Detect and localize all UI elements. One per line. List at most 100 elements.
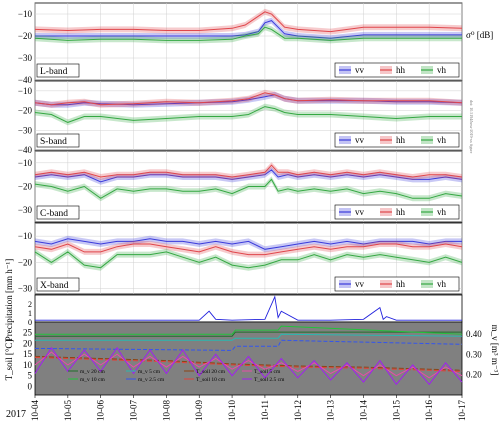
tsoil-line xyxy=(34,346,463,386)
panel-frame xyxy=(34,294,463,323)
series-line-vv xyxy=(34,169,463,183)
y-tick-label: −30 xyxy=(18,125,33,135)
y-tick-label-right: 0.20 xyxy=(466,370,482,380)
panel-label-frame xyxy=(36,63,80,78)
legend-label-vh: vh xyxy=(437,65,447,75)
mv-line xyxy=(34,339,463,351)
precipitation-axis-label: Precipitation [mm h⁻¹] xyxy=(4,259,14,341)
series-line-hh xyxy=(34,243,463,256)
legend-frame xyxy=(334,276,460,292)
panel-label-frame xyxy=(36,277,80,292)
soil-legend-label: m_v 20 cm xyxy=(80,369,105,375)
soil-legend: m_v 20 cm m_v 5 cm T_soil 20 cm T_soil 5 cm… xyxy=(68,369,285,383)
x-tick-label: 10-11 xyxy=(260,400,270,421)
soil-legend-label: m_v 5 cm xyxy=(138,369,161,375)
series-band-vv xyxy=(35,166,462,185)
x-tick-label: 10-09 xyxy=(194,400,204,421)
y-tick-label: 0 xyxy=(28,381,33,391)
legend: vv hh vh xyxy=(334,276,460,292)
soil-legend-label: m_v 2.5 cm xyxy=(138,377,165,383)
soil-legend-label: T_soil 5 cm xyxy=(254,369,281,375)
x-tick-label: 10-08 xyxy=(161,400,171,421)
series-line-vh xyxy=(34,106,462,123)
panel-label-frame xyxy=(36,205,80,220)
series-band-hh xyxy=(35,241,462,258)
legend-label-hh: hh xyxy=(396,135,406,145)
series-line-hh xyxy=(34,92,463,106)
panel-label: X-band xyxy=(40,281,69,291)
series-line-vh xyxy=(34,178,463,199)
y-tick-label: 1 xyxy=(28,309,32,318)
legend-label-vv: vv xyxy=(355,65,365,75)
series-line-hh xyxy=(34,164,463,178)
soil-legend-label: T_soil 2.5 cm xyxy=(254,377,285,383)
soil-legend-label: T_soil 20 cm xyxy=(196,369,226,375)
legend-frame xyxy=(334,62,460,78)
y-tick-label: −20 xyxy=(18,182,33,192)
legend-label-vh: vh xyxy=(437,135,447,145)
y-tick-label: −10 xyxy=(18,231,33,241)
legend: vv hh vh xyxy=(334,204,460,220)
panel-l-band: −10 −20 −30 −40 L-band vv hh vh σ⁰ [dB] xyxy=(18,2,493,85)
panel-label: S-band xyxy=(40,137,67,147)
series-line-vv xyxy=(34,238,462,250)
soil-legend-label: m_v 10 cm xyxy=(80,377,105,383)
mv-line xyxy=(35,331,462,337)
series-line-hh xyxy=(34,11,463,33)
legend-label-vv: vv xyxy=(355,135,365,145)
x-tick-label: 10-10 xyxy=(227,400,237,421)
y-tick-label: −40 xyxy=(18,145,33,155)
panel-label: L-band xyxy=(40,67,68,77)
x-tick-label: 10-05 xyxy=(63,400,73,421)
legend-label-vv: vv xyxy=(355,207,365,217)
y-tick-label: 20 xyxy=(23,338,33,348)
y-tick-label: 10 xyxy=(23,360,33,370)
series-line-vh xyxy=(34,251,463,269)
panel-s-band: −10 −20 −30 −40 S-band vv hh vh xyxy=(18,80,463,155)
y-tick-label: −20 xyxy=(18,257,33,267)
series-band-hh xyxy=(35,162,462,180)
x-tick-label: 10-04 xyxy=(30,400,40,421)
side-note: doi: 10.5194/hess-2019-xx figure xyxy=(469,100,474,154)
x-tick-label: 10-13 xyxy=(326,400,336,421)
panel-x-band: −10 −20 −30 X-band vv hh vh xyxy=(18,222,463,295)
legend-frame xyxy=(334,204,460,220)
x-tick-label: 10-15 xyxy=(391,400,401,421)
x-tick-label: 10-06 xyxy=(96,400,106,421)
series-line-vv xyxy=(35,20,462,39)
panel-label-box: S-band xyxy=(36,133,80,148)
x-tick-label: 10-14 xyxy=(359,400,369,421)
y-tick-label: 5 xyxy=(28,371,33,381)
legend-frame xyxy=(334,132,460,148)
soil-legend-label: T_soil 10 cm xyxy=(196,377,226,383)
panel-c-band: −10 −20 −30 C-band vv hh vh xyxy=(18,150,463,223)
y-tick-label: −10 xyxy=(18,158,33,168)
y-tick-label: 0 xyxy=(28,318,32,327)
series-band-vh xyxy=(35,176,462,202)
legend: vv hh vh xyxy=(334,62,460,78)
legend-label-vh: vh xyxy=(437,207,447,217)
y-tick-label: −30 xyxy=(18,205,33,215)
y-tick-label: 15 xyxy=(23,349,33,359)
legend-label-hh: hh xyxy=(396,65,406,75)
tsoil-line xyxy=(34,351,463,379)
legend-label-vh: vh xyxy=(437,279,447,289)
legend-label-hh: hh xyxy=(396,207,406,217)
y-tick-label: 2 xyxy=(28,300,32,309)
y-tick-label: −40 xyxy=(18,75,33,85)
y-axis-label: σ⁰ [dB] xyxy=(466,30,493,40)
mv-line xyxy=(35,325,463,335)
legend-label-vv: vv xyxy=(355,279,365,289)
y-tick-label: −30 xyxy=(18,53,33,63)
panel-label: C-band xyxy=(40,209,68,219)
series-line-vh xyxy=(34,26,462,41)
tsoil-axis-label: T_soil [°C] xyxy=(4,340,14,381)
panel-label-frame xyxy=(36,133,80,148)
y-tick-label-right: 0.30 xyxy=(466,349,482,359)
precipitation-line xyxy=(35,295,462,321)
y-tick-label: −20 xyxy=(18,106,33,116)
y-tick-label: −10 xyxy=(18,86,33,96)
x-tick-label: 10-12 xyxy=(293,400,303,421)
